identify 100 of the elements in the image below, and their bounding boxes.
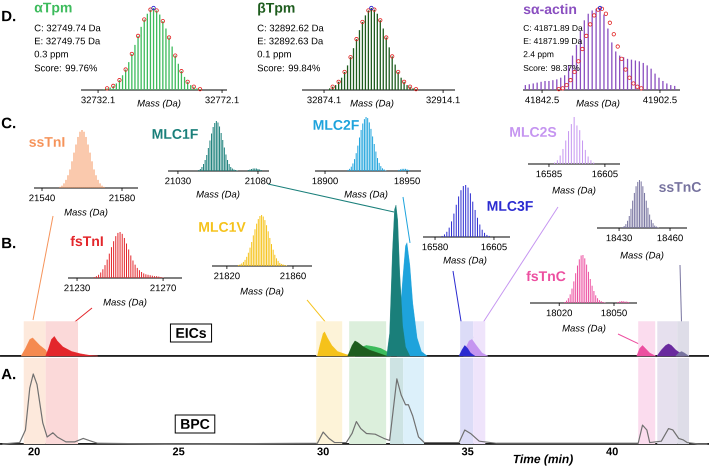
point: [580, 46, 584, 52]
text: fsTnC: [526, 270, 566, 282]
point: [564, 82, 569, 88]
point: [592, 13, 596, 18]
x-tick-label: 16585: [536, 170, 562, 178]
point: [372, 8, 376, 12]
point: [179, 69, 184, 74]
x-axis-title: Mass (Da): [240, 288, 284, 296]
point: [631, 81, 636, 86]
chart-title: fsTnI: [70, 236, 103, 246]
x-tick-label: 30: [317, 448, 329, 456]
point: [612, 32, 616, 36]
annotation: C: 32892.62 Da: [258, 24, 324, 32]
annotation: C: 41871.89 Da: [524, 24, 583, 31]
point: [173, 53, 178, 58]
point: [117, 78, 122, 82]
x-tick-label: 18430: [606, 234, 632, 242]
point: [378, 18, 382, 22]
chart-title: MLC2F: [314, 120, 359, 130]
annotation: Score: 99.76%: [34, 64, 98, 72]
chart-title: MLC1F: [152, 129, 198, 139]
x-axis-title: Mass (Da): [620, 252, 664, 260]
x-tick-label: 32732.1: [81, 96, 115, 104]
x-tick-label: 21540: [29, 194, 55, 202]
x-axis-title: Mass (Da): [103, 298, 146, 308]
x-axis-title: Mass (Da): [137, 100, 180, 108]
point: [639, 86, 644, 90]
x-tick-label: 18050: [602, 310, 627, 316]
x-tick-label: 35: [462, 448, 474, 456]
annotation: A.: [2, 368, 16, 380]
x-axis-title: Mass (Da): [576, 100, 620, 108]
text: C.: [2, 118, 16, 128]
annotation: EICs: [176, 328, 206, 338]
point: [151, 6, 156, 10]
x-tick-label: 32914.1: [426, 96, 460, 104]
point: [608, 20, 612, 25]
x-axis-title: Mass (Da): [350, 100, 394, 108]
point: [148, 8, 153, 12]
text: MLC2S: [510, 127, 556, 137]
annotation: 2.4 ppm: [524, 51, 554, 59]
x-tick-label: 21080: [245, 178, 271, 184]
point: [627, 76, 632, 80]
annotation: Score: 99.84%: [258, 64, 320, 72]
point: [402, 80, 406, 84]
text: 0.1 ppm: [258, 50, 291, 60]
point: [342, 70, 347, 74]
point: [336, 80, 341, 84]
point: [130, 52, 134, 56]
x-tick-label: 21860: [280, 272, 306, 280]
x-tick-label: 21270: [150, 284, 176, 292]
text: 0.3 ppm: [34, 50, 68, 60]
point: [635, 84, 640, 89]
chart-title: sα-actin: [524, 4, 576, 14]
x-tick-label: 16580: [422, 244, 448, 250]
chart-title: MLC1V: [199, 222, 246, 232]
x-tick-label: 18900: [312, 178, 338, 184]
x-tick-label: 21030: [165, 178, 191, 184]
x-tick-label: 16605: [481, 244, 507, 250]
point: [604, 12, 608, 16]
chart-title: βTpm: [258, 2, 294, 16]
point: [186, 80, 190, 84]
point: [588, 22, 592, 26]
x-axis-title: Mass (Da): [443, 256, 486, 266]
x-tick-label: 21820: [214, 272, 240, 280]
x-tick-label: 41842.5: [525, 96, 559, 104]
point: [584, 34, 588, 38]
x-tick-label: 32874.1: [307, 96, 341, 104]
point: [623, 67, 628, 72]
chart-title: ssTnC: [659, 182, 702, 192]
point: [154, 8, 159, 13]
point: [556, 87, 561, 92]
point: [620, 56, 624, 61]
x-axis-title: Mass (Da): [196, 190, 240, 200]
x-axis-title: Mass (Da): [344, 190, 388, 200]
point: [142, 17, 146, 22]
x-axis-title: Time (min): [514, 454, 573, 466]
point: [354, 37, 359, 42]
point: [369, 6, 374, 10]
x-tick-label: 16605: [592, 170, 618, 178]
chart-title: αTpm: [34, 2, 72, 16]
point: [160, 19, 165, 24]
point: [124, 67, 128, 72]
annotation: C: 32749.74 Da: [34, 24, 101, 32]
point: [360, 20, 365, 24]
x-axis-title: Mass (Da): [64, 208, 108, 218]
point: [576, 59, 581, 64]
x-tick-label: 18460: [658, 234, 683, 242]
text: MLC3F: [488, 201, 533, 211]
point: [366, 8, 370, 13]
x-tick-label: 18950: [394, 178, 420, 184]
annotation: E: 32749.75 Da: [34, 38, 100, 44]
x-tick-label: 41902.5: [643, 96, 677, 104]
x-tick-label: 40: [606, 448, 618, 456]
x-tick-label: 32772.1: [205, 96, 239, 104]
annotation: BPC: [181, 419, 210, 429]
point: [396, 70, 400, 74]
annotation: B.: [2, 238, 16, 248]
point: [136, 34, 140, 38]
x-tick-label: 21580: [109, 194, 135, 202]
point: [390, 54, 394, 58]
